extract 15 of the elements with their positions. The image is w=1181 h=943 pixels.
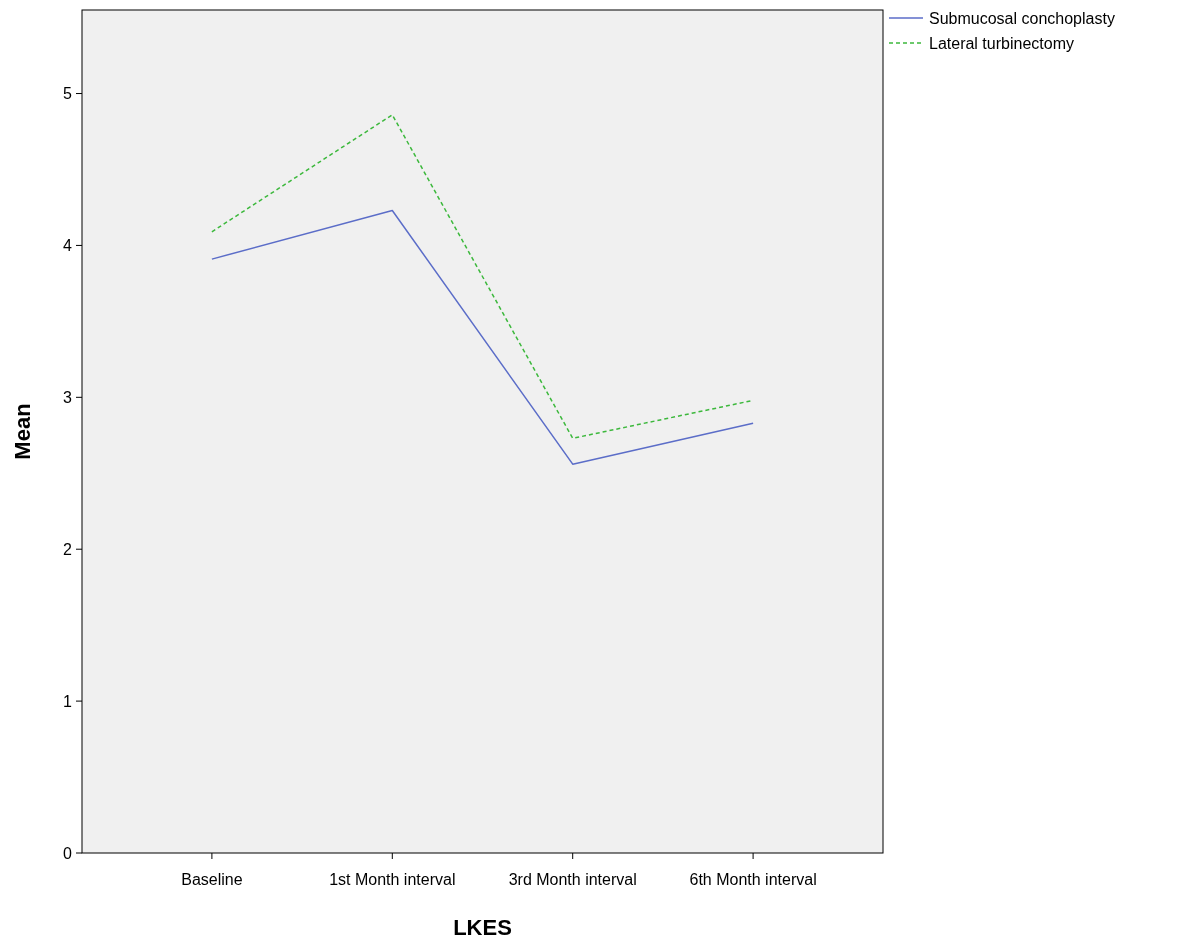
- y-tick-label: 5: [63, 85, 73, 103]
- line-series: [211, 209, 754, 465]
- legend-label: Submucosal conchoplasty: [929, 9, 1115, 27]
- y-tick-label: 1: [63, 692, 73, 710]
- y-tick-label: 3: [63, 388, 73, 406]
- x-axis-title: LKES: [453, 915, 512, 940]
- x-tick-label: 6th Month interval: [689, 871, 817, 888]
- x-tick-label: 1st Month interval: [329, 871, 456, 888]
- x-tick-label: 3rd Month interval: [508, 871, 637, 888]
- y-tick-label: 4: [63, 237, 73, 255]
- x-tick-label: Baseline: [181, 871, 243, 888]
- y-tick-label: 0: [63, 844, 73, 862]
- y-axis-title: Mean: [10, 403, 35, 460]
- y-tick-label: 2: [63, 540, 73, 558]
- legend-label: Lateral turbinectomy: [929, 34, 1074, 52]
